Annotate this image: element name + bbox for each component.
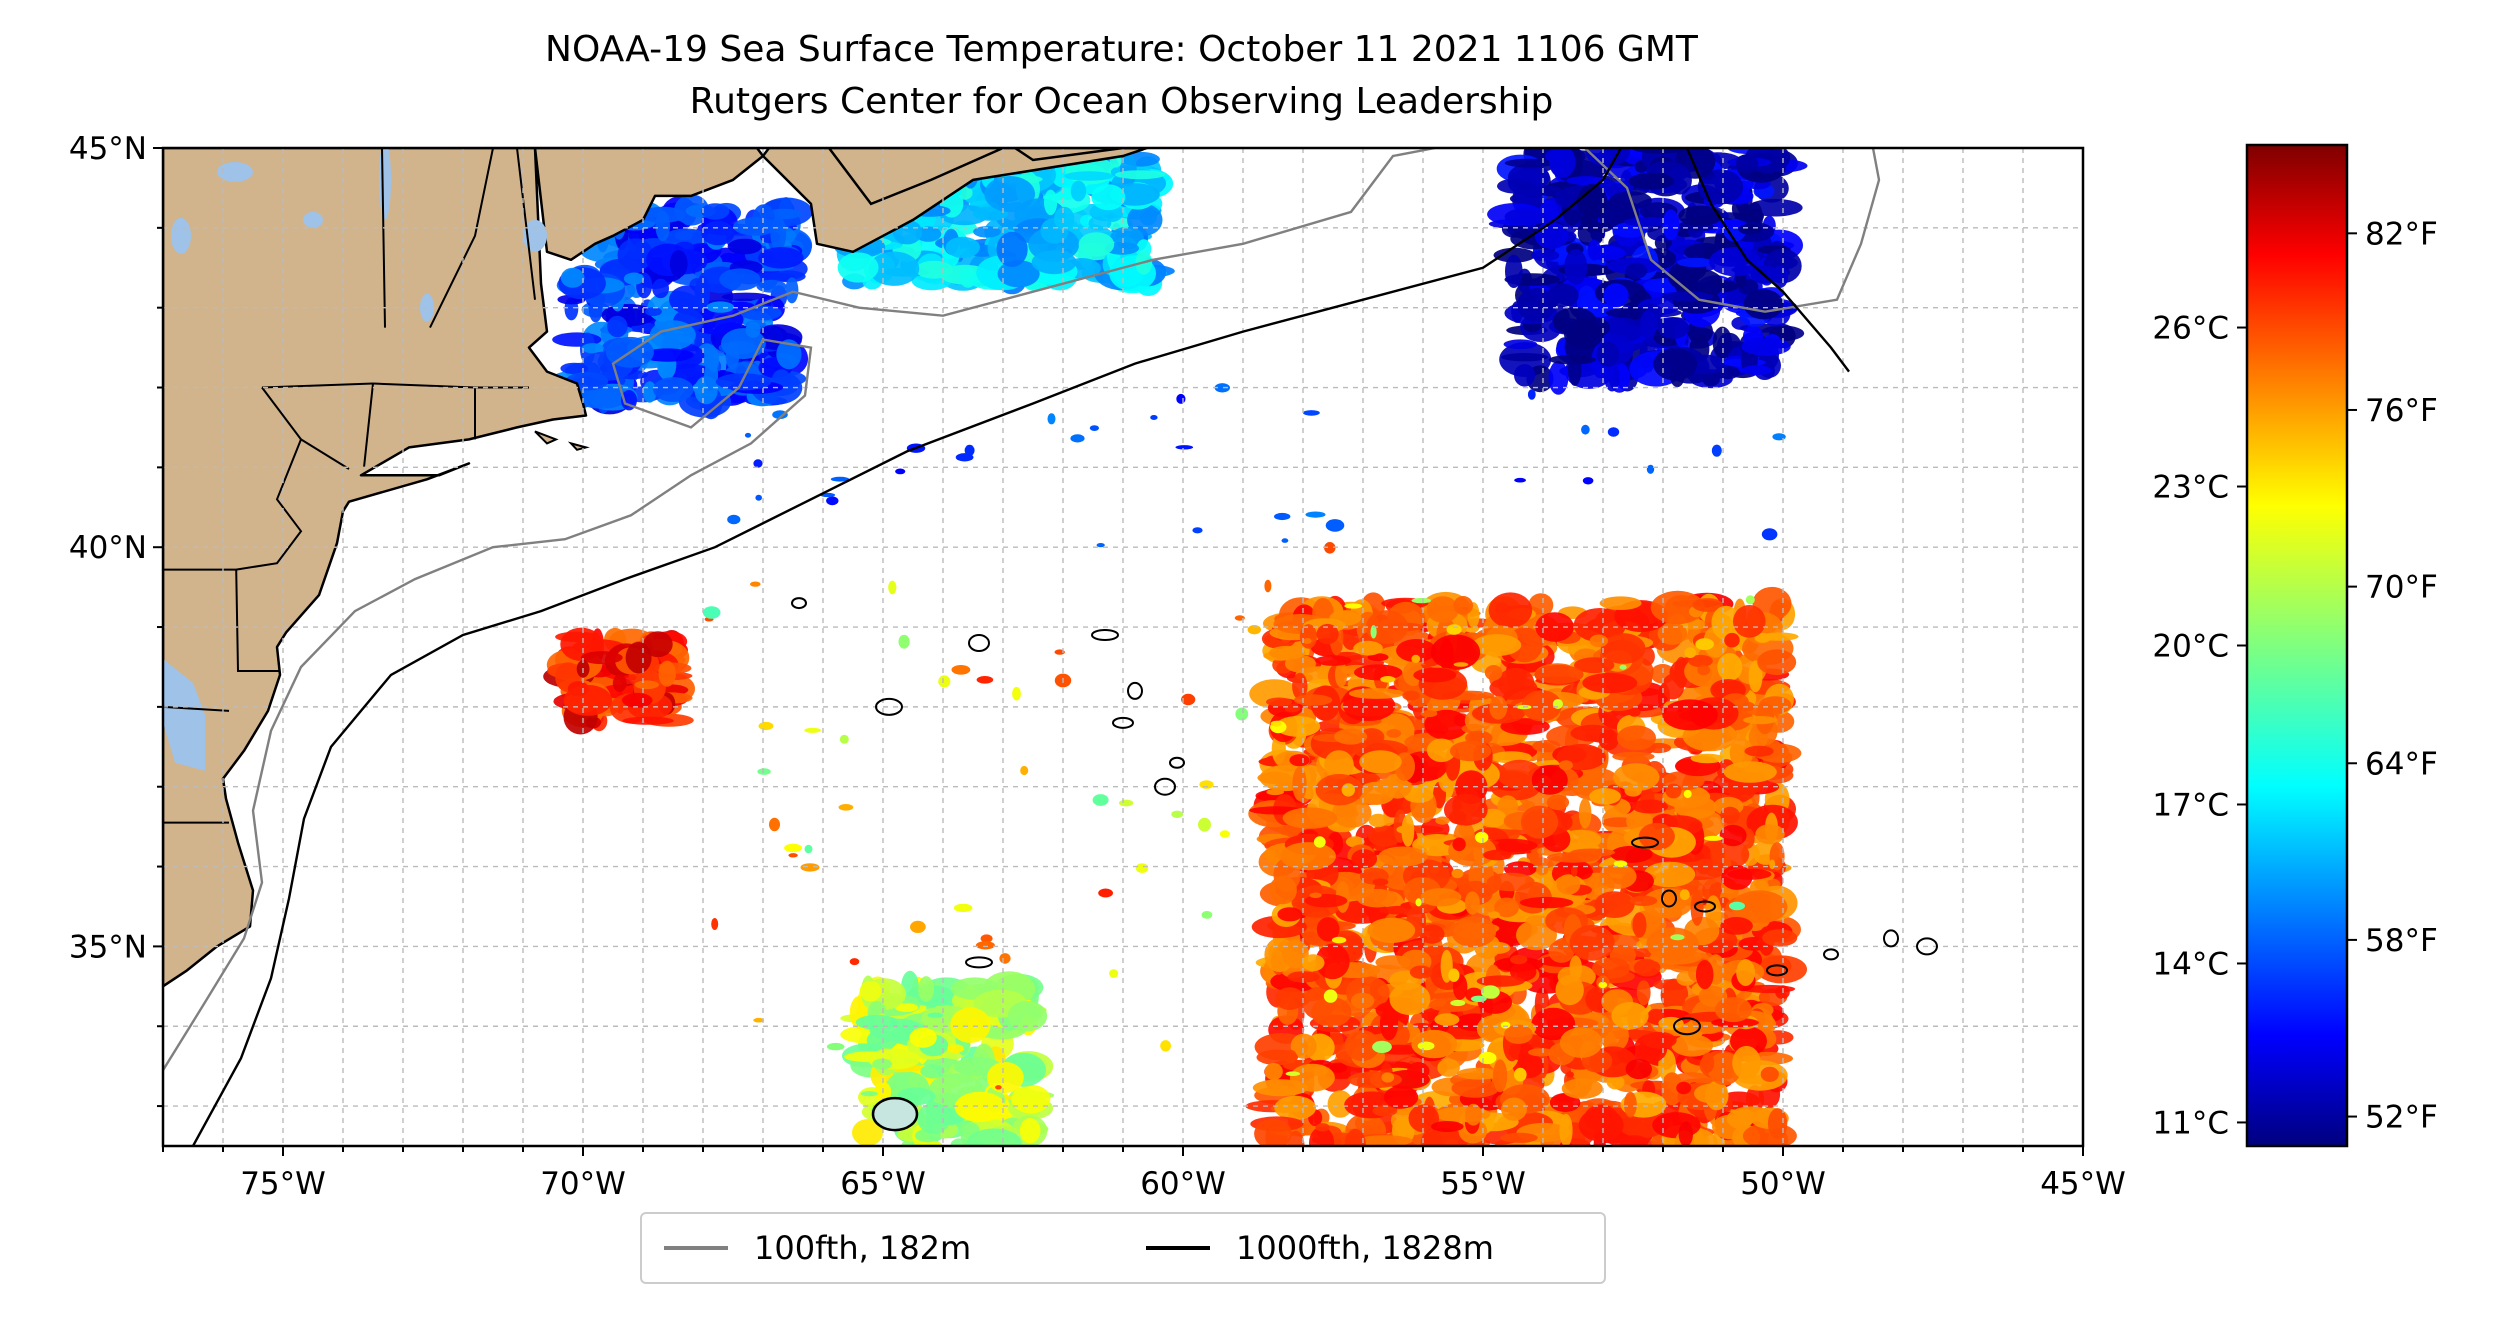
colorbar-f-label: 82°F	[2365, 216, 2438, 252]
lat-tick-label: 35°N	[69, 929, 147, 965]
state-border-1	[429, 148, 494, 329]
lon-tick-label: 45°W	[2040, 1166, 2126, 1202]
isobath-1000fth	[191, 148, 1623, 1146]
colorbar-f-label: 64°F	[2365, 746, 2438, 782]
map-legend: 100fth, 182m 1000fth, 1828m	[640, 1212, 1606, 1284]
legend-label-100fth: 100fth, 182m	[754, 1229, 972, 1267]
legend-line-1000fth	[1146, 1246, 1210, 1250]
lat-tick-label: 45°N	[69, 131, 147, 167]
seamount-contour-13	[1916, 937, 1938, 956]
state-border-10	[235, 569, 280, 672]
legend-line-100fth	[664, 1246, 728, 1250]
isobath-100fth-grand-banks	[1584, 148, 1881, 313]
seamount-contour-4	[1112, 716, 1134, 729]
seamount-contour-5	[875, 697, 903, 716]
colorbar-c-label: 26°C	[2152, 311, 2229, 347]
lon-tick-label: 55°W	[1440, 1166, 1526, 1202]
seamount-contour-1	[968, 634, 990, 653]
state-border-5	[363, 383, 374, 468]
seamount-contour-10	[1694, 900, 1716, 913]
lake-1	[303, 211, 323, 228]
seamount-contour-9	[1661, 889, 1677, 908]
state-border-6	[261, 382, 374, 389]
legend-item-1000fth: 1000fth, 1828m	[1146, 1214, 1494, 1282]
colorbar-c-label: 14°C	[2152, 946, 2229, 982]
lake-3	[217, 161, 253, 182]
seamount-contour-0	[791, 597, 807, 610]
colorbar-c-label: 23°C	[2152, 470, 2229, 506]
island-marthas-vineyard	[534, 430, 559, 445]
lake-4	[171, 217, 191, 254]
map-title: NOAA-19 Sea Surface Temperature: October…	[545, 29, 1698, 70]
seamount-contour-12	[1823, 948, 1839, 961]
lon-tick-label: 70°W	[540, 1166, 626, 1202]
seamount-contour-15	[1883, 929, 1899, 948]
sst-patch-5	[840, 970, 1055, 1146]
seamount-contour-6	[1169, 756, 1185, 769]
land-nova-scotia-east	[1012, 148, 1147, 162]
colorbar-f-label: 52°F	[2365, 1100, 2438, 1136]
seamount-contour-3	[1127, 681, 1143, 700]
lon-tick-label: 50°W	[1740, 1166, 1826, 1202]
lon-tick-label: 65°W	[840, 1166, 926, 1202]
chesapeake-bay	[163, 659, 205, 771]
colorbar-f-label: 70°F	[2365, 570, 2438, 606]
bermuda-platform	[871, 1096, 919, 1132]
colorbar-c-label: 17°C	[2152, 787, 2229, 823]
lat-tick-label: 40°N	[69, 530, 147, 566]
isobath-1000fth-grand-banks	[1685, 148, 1850, 373]
lon-tick-label: 60°W	[1140, 1166, 1226, 1202]
state-border-7	[261, 386, 302, 441]
lake-0	[379, 148, 391, 220]
state-border-2	[516, 148, 536, 300]
seamount-contour-7	[1154, 777, 1176, 796]
lon-tick-label: 75°W	[240, 1166, 326, 1202]
colorbar-f-label: 76°F	[2365, 393, 2438, 429]
colorbar-c-label: 11°C	[2152, 1105, 2229, 1141]
legend-label-1000fth: 1000fth, 1828m	[1236, 1229, 1494, 1267]
seamount-contour-2	[1091, 629, 1119, 642]
legend-item-100fth: 100fth, 182m	[664, 1214, 971, 1282]
colorbar-f-label: 58°F	[2365, 923, 2438, 959]
seamount-contour-8	[1631, 836, 1659, 849]
state-border-9	[163, 439, 303, 571]
colorbar-c-label: 20°C	[2152, 629, 2229, 665]
seamount-contour-11	[1673, 1017, 1701, 1036]
land-north-america	[163, 148, 1149, 988]
sst-patch-3	[543, 627, 695, 735]
island-nantucket	[567, 441, 590, 451]
seamount-contour-14	[965, 956, 993, 969]
sst-patch-2	[1487, 148, 1808, 395]
sst-patch-4	[1245, 586, 1807, 1146]
state-border-8	[300, 438, 350, 470]
colorbar-gradient	[2245, 143, 2349, 1148]
seamount-contour-16	[1766, 964, 1788, 977]
state-border-0	[381, 148, 386, 328]
isobath-100fth	[163, 148, 1436, 1071]
land-nova-scotia	[827, 148, 1004, 206]
map-subtitle: Rutgers Center for Ocean Observing Leade…	[689, 81, 1554, 122]
